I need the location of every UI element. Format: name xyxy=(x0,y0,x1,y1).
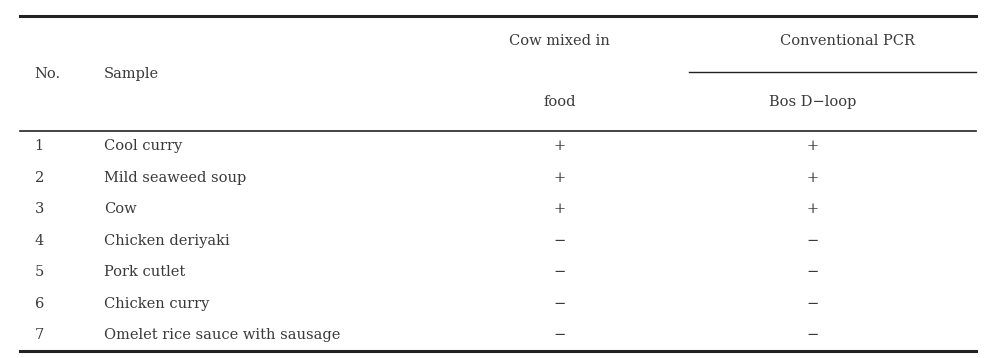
Text: +: + xyxy=(554,171,566,185)
Text: 4: 4 xyxy=(35,234,44,248)
Text: Bos D−loop: Bos D−loop xyxy=(769,95,856,109)
Text: −: − xyxy=(554,297,566,311)
Text: 7: 7 xyxy=(35,328,44,342)
Text: 3: 3 xyxy=(35,202,44,216)
Text: +: + xyxy=(807,171,819,185)
Text: Conventional PCR: Conventional PCR xyxy=(780,34,915,48)
Text: Mild seaweed soup: Mild seaweed soup xyxy=(104,171,247,185)
Text: Chicken curry: Chicken curry xyxy=(104,297,209,311)
Text: −: − xyxy=(554,234,566,248)
Text: Cool curry: Cool curry xyxy=(104,139,182,153)
Text: Sample: Sample xyxy=(104,67,160,81)
Text: 1: 1 xyxy=(35,139,44,153)
Text: −: − xyxy=(554,328,566,342)
Text: No.: No. xyxy=(35,67,60,81)
Text: −: − xyxy=(807,234,819,248)
Text: 6: 6 xyxy=(35,297,44,311)
Text: food: food xyxy=(544,95,576,109)
Text: +: + xyxy=(554,139,566,153)
Text: −: − xyxy=(807,297,819,311)
Text: +: + xyxy=(807,202,819,216)
Text: Chicken deriyaki: Chicken deriyaki xyxy=(104,234,230,248)
Text: 2: 2 xyxy=(35,171,44,185)
Text: −: − xyxy=(554,265,566,279)
Text: +: + xyxy=(807,139,819,153)
Text: Omelet rice sauce with sausage: Omelet rice sauce with sausage xyxy=(104,328,341,342)
Text: −: − xyxy=(807,328,819,342)
Text: +: + xyxy=(554,202,566,216)
Text: 5: 5 xyxy=(35,265,44,279)
Text: Pork cutlet: Pork cutlet xyxy=(104,265,185,279)
Text: −: − xyxy=(807,265,819,279)
Text: Cow mixed in: Cow mixed in xyxy=(509,34,610,48)
Text: Cow: Cow xyxy=(104,202,137,216)
